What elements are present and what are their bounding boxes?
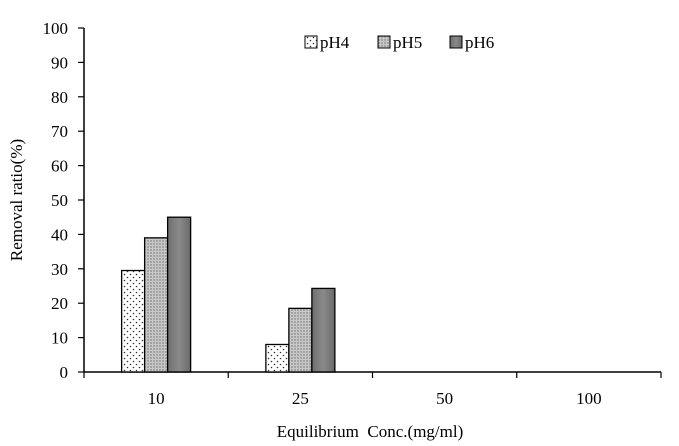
y-tick-label: 70 — [51, 122, 68, 141]
x-tick-label: 100 — [576, 389, 602, 408]
bar-ph4-10 — [120, 269, 146, 373]
legend-label-ph4: pH4 — [320, 33, 350, 52]
x-tick-label: 50 — [436, 389, 453, 408]
y-tick-label: 30 — [51, 260, 68, 279]
bars — [120, 216, 336, 373]
legend-swatch-ph6 — [449, 35, 463, 49]
x-axis-ticks: 10 25 50 100 — [83, 372, 662, 408]
y-tick-label: 10 — [51, 329, 68, 348]
y-tick-label: 80 — [51, 88, 68, 107]
legend-swatch-ph4 — [304, 35, 318, 49]
legend-label-ph5: pH5 — [393, 33, 422, 52]
y-tick-label: 40 — [51, 225, 68, 244]
bar-ph6-10 — [166, 216, 192, 373]
bar-ph5-10 — [143, 237, 169, 373]
x-tick-label: 25 — [292, 389, 309, 408]
bar-ph5-25 — [288, 307, 313, 373]
y-axis-ticks: 0 10 20 30 40 50 60 70 80 90 100 — [43, 19, 84, 382]
y-tick-label: 100 — [43, 19, 69, 38]
legend-swatch-ph5 — [377, 35, 391, 49]
legend: pH4 pH5 pH6 — [304, 33, 494, 52]
y-tick-label: 90 — [51, 53, 68, 72]
bar-ph4-25 — [265, 343, 290, 373]
y-tick-label: 60 — [51, 157, 68, 176]
y-tick-label: 50 — [51, 191, 68, 210]
bar-ph6-25 — [311, 287, 336, 373]
y-tick-label: 0 — [60, 363, 69, 382]
legend-label-ph6: pH6 — [465, 33, 494, 52]
y-axis-title: Removal ratio(%) — [7, 139, 26, 261]
y-tick-label: 20 — [51, 294, 68, 313]
x-axis-title: Equilibrium Conc.(mg/ml) — [277, 422, 464, 441]
x-tick-label: 10 — [148, 389, 165, 408]
